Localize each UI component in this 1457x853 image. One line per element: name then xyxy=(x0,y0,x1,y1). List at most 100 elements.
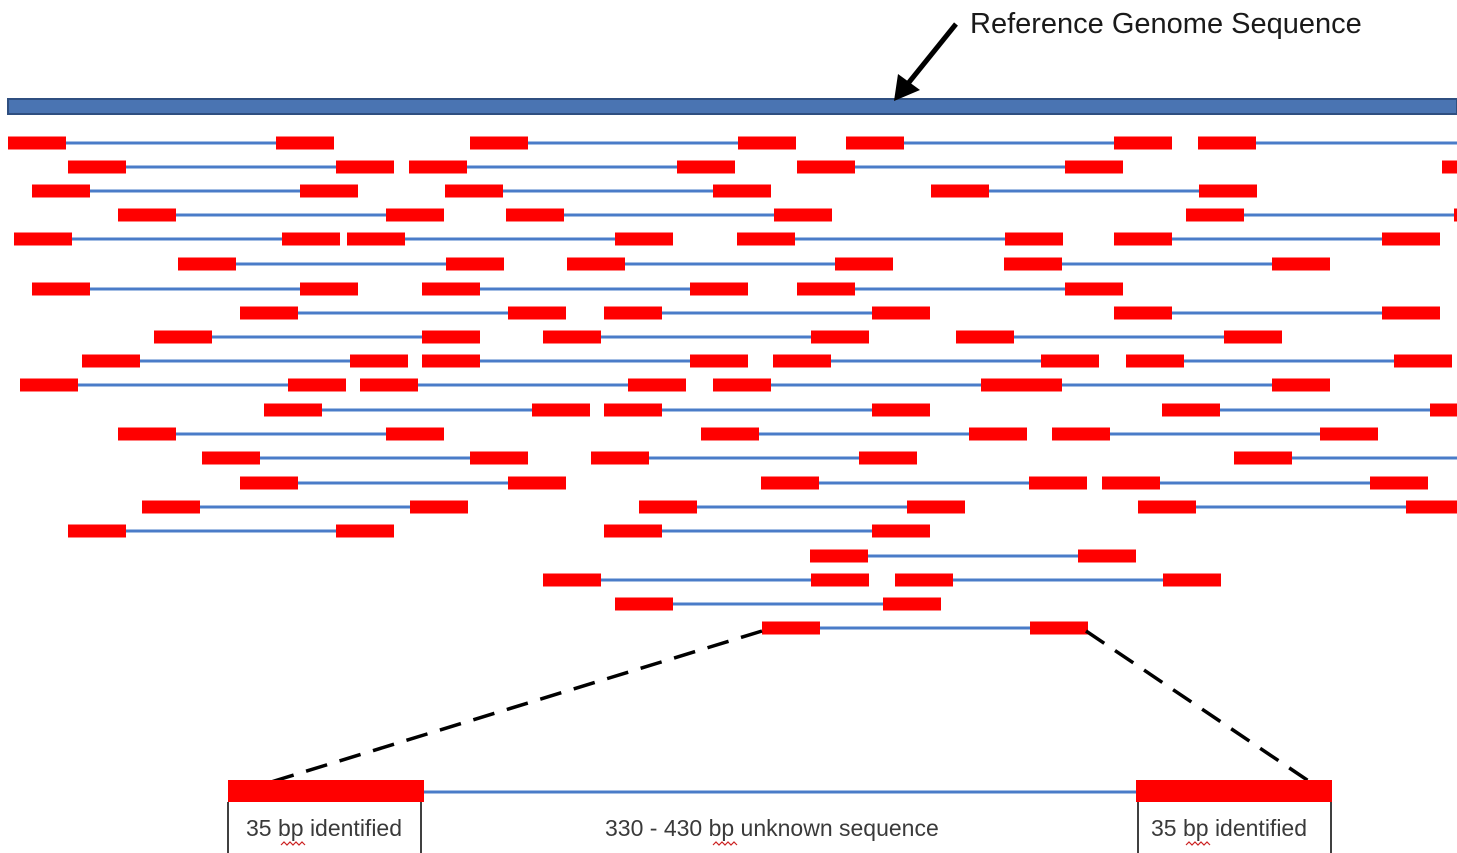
read-end xyxy=(907,500,965,514)
read-end xyxy=(1198,136,1256,150)
read-end xyxy=(288,378,346,392)
read-pair xyxy=(82,354,408,368)
read-end xyxy=(446,257,504,271)
zoom-leader-right xyxy=(1085,629,1329,796)
read-pair xyxy=(20,378,346,392)
read-end xyxy=(1114,136,1172,150)
read-end xyxy=(14,232,72,246)
read-pair xyxy=(1442,160,1457,174)
read-end xyxy=(872,403,930,417)
read-end xyxy=(276,136,334,150)
read-end xyxy=(1102,476,1160,490)
read-end xyxy=(336,160,394,174)
read-pair xyxy=(737,232,1063,246)
read-pair xyxy=(931,184,1257,198)
read-pair xyxy=(543,330,869,344)
read-pair xyxy=(1138,500,1457,514)
read-end xyxy=(604,403,662,417)
read-end xyxy=(240,306,298,320)
read-end xyxy=(178,257,236,271)
read-end xyxy=(713,184,771,198)
read-pair xyxy=(1234,451,1457,465)
read-pair xyxy=(1114,232,1440,246)
read-pair xyxy=(1162,403,1457,417)
right-read-label-box xyxy=(1137,802,1332,853)
read-pair xyxy=(142,500,468,514)
read-pair xyxy=(8,136,334,150)
spellcheck-underline xyxy=(280,841,306,846)
read-pair xyxy=(1102,476,1428,490)
read-end xyxy=(1430,403,1457,417)
read-pair xyxy=(240,306,566,320)
read-end xyxy=(508,476,566,490)
read-end xyxy=(422,354,480,368)
read-end xyxy=(1234,451,1292,465)
read-end xyxy=(811,573,869,587)
read-end xyxy=(737,232,795,246)
read-end xyxy=(615,597,673,611)
read-end xyxy=(1406,500,1457,514)
read-end xyxy=(810,549,868,563)
read-pair xyxy=(713,378,1039,392)
read-end xyxy=(32,282,90,296)
read-pair xyxy=(846,136,1172,150)
read-end xyxy=(32,184,90,198)
read-pair xyxy=(591,451,917,465)
read-pair xyxy=(118,208,444,222)
read-end xyxy=(350,354,408,368)
read-end xyxy=(1199,184,1257,198)
read-end xyxy=(1114,306,1172,320)
read-end xyxy=(532,403,590,417)
read-end xyxy=(690,282,748,296)
read-pair xyxy=(470,136,796,150)
read-end xyxy=(1272,257,1330,271)
read-pair xyxy=(1126,354,1452,368)
read-end xyxy=(701,427,759,441)
zoomed-fragment: 35 bp identified 330 - 430 bp unknown se… xyxy=(227,780,1332,853)
read-pair xyxy=(68,160,394,174)
read-end xyxy=(68,524,126,538)
read-end xyxy=(895,573,953,587)
read-end xyxy=(1065,282,1123,296)
read-pair xyxy=(347,232,673,246)
read-end xyxy=(797,160,855,174)
read-end xyxy=(1163,573,1221,587)
left-read-label: 35 bp identified xyxy=(246,815,402,841)
read-end xyxy=(872,524,930,538)
read-end xyxy=(240,476,298,490)
read-end xyxy=(1052,427,1110,441)
read-pair xyxy=(1052,427,1378,441)
zoom-leader-left xyxy=(231,629,763,796)
read-end xyxy=(774,208,832,222)
read-end xyxy=(386,208,444,222)
read-end xyxy=(300,282,358,296)
read-end xyxy=(118,427,176,441)
read-pair xyxy=(797,282,1123,296)
unknown-sequence-label: 330 - 430 bp unknown sequence xyxy=(605,815,939,841)
read-pair xyxy=(1198,136,1457,150)
read-end xyxy=(202,451,260,465)
read-end xyxy=(1186,208,1244,222)
read-end xyxy=(604,524,662,538)
read-end xyxy=(82,354,140,368)
read-pair xyxy=(1004,257,1330,271)
read-end xyxy=(422,330,480,344)
read-pair xyxy=(409,160,735,174)
read-end xyxy=(835,257,893,271)
read-end xyxy=(336,524,394,538)
read-pair xyxy=(264,403,590,417)
read-end xyxy=(386,427,444,441)
read-end xyxy=(347,232,405,246)
read-pair xyxy=(32,184,358,198)
read-end xyxy=(409,160,467,174)
read-end xyxy=(20,378,78,392)
read-end xyxy=(773,354,831,368)
read-end xyxy=(8,136,66,150)
read-pair xyxy=(956,330,1282,344)
read-end xyxy=(762,621,820,635)
read-end xyxy=(1114,232,1172,246)
read-pair xyxy=(797,160,1123,174)
read-end xyxy=(604,306,662,320)
read-pair xyxy=(1004,378,1330,392)
read-pair xyxy=(1186,208,1457,222)
